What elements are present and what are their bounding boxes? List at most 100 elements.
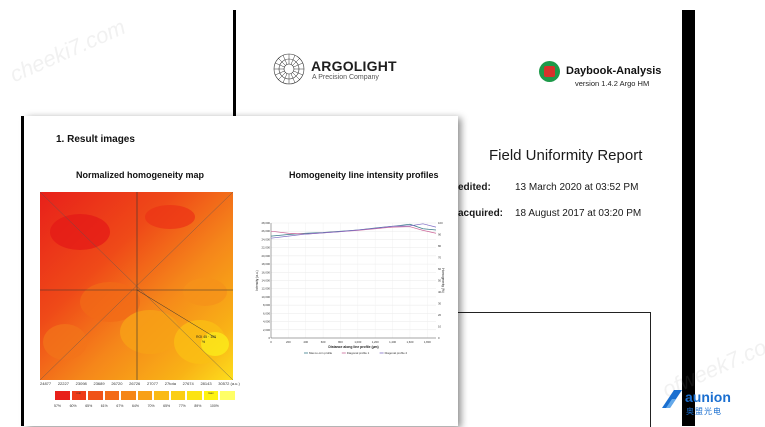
y2-axis-label: Homogeneity (%) (441, 268, 445, 293)
brand-subtitle: A Precision Company (312, 74, 379, 81)
y-tick-label: 20,000 (261, 254, 270, 258)
y2-tick-label: 30 (438, 302, 442, 306)
y-tick-label: 26,000 (261, 229, 270, 233)
brand-aunion-cn: 奥盟光电 (686, 407, 722, 416)
y-tick-label: 28,000 (261, 221, 270, 225)
profiles-title: Homogeneity line intensity profiles (289, 170, 439, 180)
x-axis-label: Distance along line profile (µm) (328, 345, 378, 349)
map-diagonal-2 (40, 192, 233, 380)
color-scale-cell (186, 390, 203, 401)
report-lower-box (458, 312, 651, 427)
legend-entry: Max-to-min profile (309, 351, 333, 355)
y-tick-label: 12,000 (261, 287, 270, 291)
report-title: Field Uniformity Report (489, 147, 643, 164)
y-tick-label: 16,000 (261, 270, 270, 274)
color-scale-label: 100% (209, 404, 219, 408)
acquired-value: 18 August 2017 at 03:20 PM (515, 208, 642, 219)
map-x-tick: 27077 (146, 381, 159, 386)
daybook-logo-icon (539, 61, 560, 82)
map-annotation-2: % (202, 340, 205, 344)
edited-label: edited: (458, 182, 491, 193)
color-scale-label: 61% (100, 404, 108, 408)
x-tick-label: 600 (321, 340, 326, 344)
color-scale-label: 57% (54, 404, 62, 408)
acquired-label: acquired: (458, 208, 504, 219)
color-scale-label: 89% (194, 404, 202, 408)
y2-tick-label: 90 (438, 233, 442, 237)
color-scale-label: 65% (85, 404, 93, 408)
y-tick-label: 0 (268, 336, 270, 340)
x-tick-label: 1,200 (372, 340, 379, 344)
brand-aunion: aunion (685, 389, 731, 405)
map-x-tick: 23098 (75, 381, 87, 386)
y2-tick-label: 40 (438, 290, 442, 294)
map-x-tick: 22227 (57, 381, 69, 386)
color-scale-cell (219, 390, 236, 401)
x-tick-label: 1,800 (424, 340, 431, 344)
map-x-tick: 26720 (111, 381, 123, 386)
map-x-tick: 28143 (200, 381, 212, 386)
color-scale-cell (120, 390, 137, 401)
y-axis-label: Intensity (a.u.) (255, 270, 259, 290)
color-scale-labels: 57% 60% 65% 61% 67% 64% 70% 65% 77% 89% 100% (54, 404, 219, 408)
x-tick-label: 200 (286, 340, 291, 344)
section-title: 1. Result images (56, 134, 135, 145)
argolight-logo-icon (273, 53, 305, 85)
y2-tick-label: 0 (438, 336, 440, 340)
y2-tick-label: 10 (438, 325, 442, 329)
color-scale-label: 67% (116, 404, 124, 408)
color-scale-cell (169, 390, 186, 401)
edited-value: 13 March 2020 at 03:52 PM (515, 182, 639, 193)
brand-name: ARGOLIGHT (311, 58, 397, 74)
color-scale-label: 70% (147, 404, 155, 408)
series-line-3 (270, 223, 437, 239)
color-scale-cell: max (202, 390, 219, 401)
map-x-tick: 23689 (93, 381, 105, 386)
profiles-chart: 0 2,000 4,000 6,000 8,000 10,000 12,000 14,000 1… (255, 221, 445, 355)
map-max-min-line (136, 289, 217, 339)
y-tick-label: 18,000 (261, 262, 270, 266)
black-edge-bar (682, 10, 695, 426)
y-tick-label: 6,000 (263, 311, 270, 315)
legend-entry: Diagonal profile 1 (347, 351, 370, 355)
color-scale-label: 64% (131, 404, 139, 408)
x-tick-label: 400 (303, 340, 308, 344)
y2-tick-label: 50 (438, 279, 442, 283)
color-scale-cell (87, 390, 104, 401)
series-line-2 (270, 226, 437, 235)
x-tick-label: 800 (338, 340, 343, 344)
map-x-tick: 26726 (129, 381, 141, 386)
color-scale-cell (54, 390, 71, 401)
app-version: version 1.4.2 Argo HM (575, 79, 650, 88)
y2-tick-label: 20 (438, 313, 442, 317)
color-scale-label: 77% (178, 404, 186, 408)
x-tick-label: 1,000 (354, 340, 361, 344)
y2-tick-label: 60 (438, 267, 442, 271)
y-tick-label: 2,000 (263, 328, 270, 332)
color-scale-cell (136, 390, 153, 401)
x-tick-label: 0 (270, 340, 272, 344)
map-title: Normalized homogeneity map (76, 170, 205, 180)
divider-line-top (233, 10, 236, 116)
map-annotation-1: ROI 45 · 100 (196, 335, 216, 339)
color-scale-cell (153, 390, 170, 401)
legend-entry: Diagonal profile 2 (385, 351, 408, 355)
color-scale-cell: min (70, 390, 87, 401)
aunion-logo-icon (662, 390, 682, 408)
watermark-top-left: cheeki7.com (6, 14, 130, 88)
map-x-ticks: 24877 22227 23098 23689 26720 26726 27077 27tot… (40, 381, 240, 386)
color-scale: min max (54, 390, 236, 401)
y2-tick-label: 70 (438, 256, 442, 260)
y-tick-label: 8,000 (263, 303, 270, 307)
homogeneity-map: ROI 45 · 100 % (40, 192, 233, 380)
y-tick-label: 4,000 (263, 320, 270, 324)
y-tick-label: 10,000 (261, 295, 270, 299)
y2-tick-label: 100 (438, 221, 443, 225)
map-x-tick: 27674 (182, 381, 194, 386)
y-tick-label: 14,000 (261, 279, 270, 283)
y-tick-label: 24,000 (261, 237, 270, 241)
y2-tick-label: 80 (438, 244, 442, 248)
x-tick-label: 1,400 (389, 340, 396, 344)
app-name: Daybook-Analysis (566, 65, 662, 77)
y-tick-label: 22,000 (261, 246, 270, 250)
